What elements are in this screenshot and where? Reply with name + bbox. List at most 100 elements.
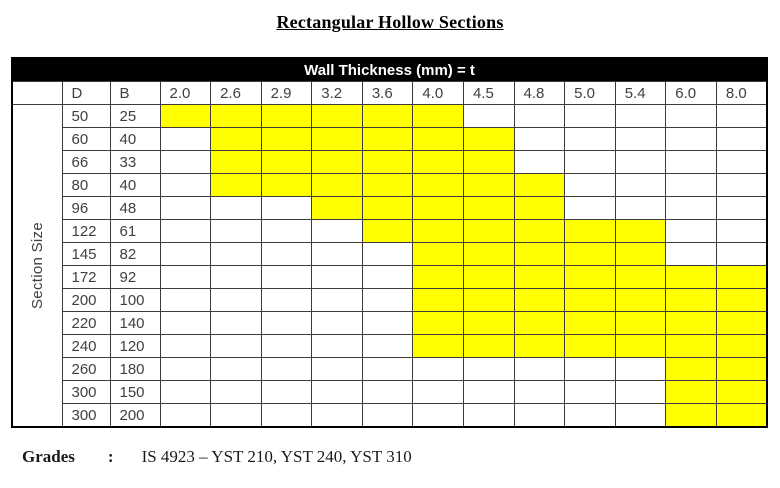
- availability-cell-empty-2.0: [159, 380, 212, 404]
- availability-cell-yellow-6.0: [665, 288, 717, 312]
- d-value-cell: 200: [61, 288, 111, 312]
- availability-cell-empty-5.4: [614, 380, 667, 404]
- column-header-row: D B 2.0 2.6 2.9 3.2 3.6 4.0 4.5 4.8 5.0 5.4 6.0 8.0: [11, 81, 768, 105]
- grades-separator: :: [107, 447, 114, 466]
- availability-cell-yellow-5.0: [564, 334, 616, 358]
- availability-cell-empty-2.6: [210, 288, 262, 312]
- availability-cell-empty-5.4: [614, 127, 667, 151]
- table-row: 60 40: [12, 127, 768, 151]
- availability-cell-yellow-5.4: [614, 242, 667, 266]
- b-value-cell: 48: [109, 196, 161, 220]
- b-value-cell: 61: [109, 219, 161, 243]
- d-value-cell: 145: [61, 242, 111, 266]
- availability-cell-yellow-4.5: [462, 311, 515, 335]
- column-header-4.8: 4.8: [513, 81, 566, 105]
- d-value-cell: 50: [61, 104, 111, 128]
- availability-cell-yellow-3.2: [311, 104, 363, 128]
- b-value-cell: 25: [109, 104, 161, 128]
- availability-cell-empty-4.8: [513, 403, 566, 428]
- availability-cell-yellow-5.4: [614, 219, 667, 243]
- availability-cell-yellow-3.6: [361, 127, 414, 151]
- availability-cell-empty-2.9: [260, 403, 313, 428]
- availability-cell-yellow-3.6: [361, 150, 414, 174]
- d-value-cell: 240: [61, 334, 111, 358]
- availability-cell-yellow-2.9: [260, 127, 313, 151]
- availability-cell-yellow-4.0: [412, 311, 464, 335]
- availability-cell-yellow-3.2: [311, 173, 363, 197]
- availability-cell-empty-2.9: [260, 311, 313, 335]
- availability-cell-empty-2.6: [210, 196, 262, 220]
- availability-cell-empty-6.0: [665, 150, 717, 174]
- availability-cell-yellow-3.6: [361, 104, 414, 128]
- grades-line: Grades : IS 4923 – YST 210, YST 240, YST…: [22, 447, 762, 467]
- availability-cell-yellow-4.0: [412, 219, 464, 243]
- column-header-4.5: 4.5: [462, 81, 515, 105]
- availability-cell-yellow-2.0: [159, 104, 212, 128]
- availability-cell-yellow-2.9: [260, 173, 313, 197]
- availability-cell-empty-8.0: [715, 104, 768, 128]
- d-value-cell: 96: [61, 196, 111, 220]
- availability-cell-yellow-4.8: [513, 334, 566, 358]
- hollow-sections-table: Wall Thickness (mm) = t D B 2.0 2.6 2.9 3.2 3.…: [11, 57, 768, 428]
- availability-cell-empty-3.2: [311, 242, 363, 266]
- availability-cell-empty-5.0: [564, 104, 616, 128]
- availability-cell-yellow-4.5: [462, 127, 515, 151]
- availability-cell-empty-2.6: [210, 265, 262, 289]
- d-value-cell: 66: [61, 150, 111, 174]
- availability-cell-empty-3.2: [311, 334, 363, 358]
- availability-cell-yellow-2.9: [260, 150, 313, 174]
- table-row: 122 61: [12, 219, 768, 243]
- availability-cell-yellow-5.0: [564, 265, 616, 289]
- availability-cell-empty-2.9: [260, 288, 313, 312]
- availability-cell-yellow-8.0: [715, 380, 768, 404]
- availability-cell-empty-2.0: [159, 311, 212, 335]
- table-row: 66 33: [12, 150, 768, 174]
- availability-cell-empty-4.5: [462, 357, 515, 381]
- availability-cell-yellow-4.8: [513, 242, 566, 266]
- table-row: 80 40: [12, 173, 768, 197]
- table-row: 300 200: [12, 403, 768, 428]
- availability-cell-yellow-2.6: [210, 150, 262, 174]
- availability-cell-empty-2.0: [159, 173, 212, 197]
- availability-cell-empty-3.2: [311, 403, 363, 428]
- availability-cell-empty-6.0: [665, 242, 717, 266]
- section-size-label: Section Size: [28, 222, 46, 309]
- availability-cell-empty-5.0: [564, 357, 616, 381]
- availability-cell-empty-4.5: [462, 380, 515, 404]
- availability-cell-empty-4.8: [513, 357, 566, 381]
- availability-cell-empty-8.0: [715, 196, 768, 220]
- availability-cell-empty-4.8: [513, 127, 566, 151]
- table-row: 240 120: [12, 334, 768, 358]
- availability-cell-yellow-4.8: [513, 265, 566, 289]
- availability-cell-empty-2.0: [159, 242, 212, 266]
- availability-cell-empty-2.6: [210, 403, 262, 428]
- availability-cell-empty-3.2: [311, 357, 363, 381]
- availability-cell-empty-2.6: [210, 311, 262, 335]
- availability-cell-empty-2.6: [210, 334, 262, 358]
- availability-cell-yellow-2.9: [260, 104, 313, 128]
- availability-cell-yellow-5.4: [614, 311, 667, 335]
- grades-value: IS 4923 – YST 210, YST 240, YST 310: [141, 447, 412, 466]
- availability-cell-empty-2.6: [210, 357, 262, 381]
- availability-cell-yellow-5.4: [614, 334, 667, 358]
- availability-cell-empty-2.9: [260, 242, 313, 266]
- d-value-cell: 300: [61, 403, 111, 428]
- availability-cell-empty-2.0: [159, 334, 212, 358]
- availability-cell-yellow-6.0: [665, 311, 717, 335]
- availability-cell-yellow-2.6: [210, 173, 262, 197]
- corner-empty-cell: [11, 81, 63, 105]
- column-header-3.2: 3.2: [311, 81, 363, 105]
- availability-cell-empty-4.0: [412, 403, 464, 428]
- availability-cell-yellow-8.0: [715, 311, 768, 335]
- availability-cell-yellow-8.0: [715, 265, 768, 289]
- availability-cell-empty-2.9: [260, 219, 313, 243]
- b-value-cell: 140: [109, 311, 161, 335]
- availability-cell-yellow-4.8: [513, 173, 566, 197]
- b-value-cell: 200: [109, 403, 161, 428]
- column-header-5.4: 5.4: [614, 81, 667, 105]
- table-row: 220 140: [12, 311, 768, 335]
- availability-cell-yellow-4.0: [412, 173, 464, 197]
- table-row: 300 150: [12, 380, 768, 404]
- availability-cell-empty-3.2: [311, 219, 363, 243]
- availability-cell-empty-6.0: [665, 196, 717, 220]
